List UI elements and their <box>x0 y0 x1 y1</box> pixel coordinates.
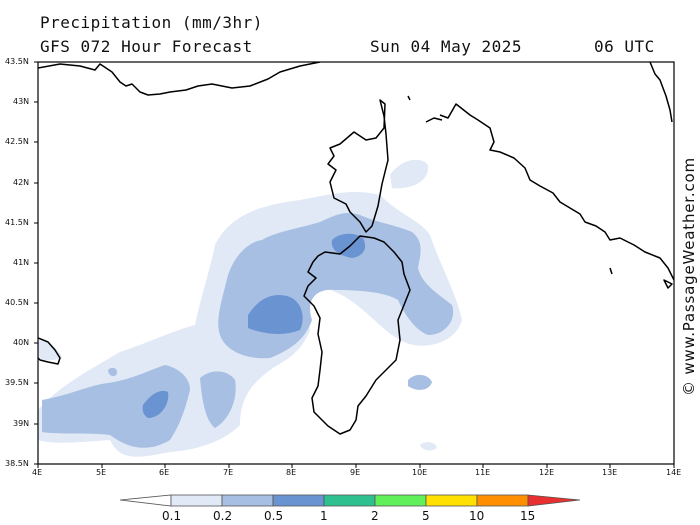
lon-label: 9E <box>350 468 361 477</box>
valid-date: Sun 04 May 2025 <box>370 37 522 56</box>
legend-label: 0.5 <box>264 509 284 523</box>
lat-label: 41N <box>13 258 30 267</box>
legend-swatch-2-5 <box>374 494 427 507</box>
lon-label: 6E <box>159 468 170 477</box>
legend-label: 5 <box>422 509 430 523</box>
legend-label: 0.2 <box>213 509 233 523</box>
lat-label: 40N <box>13 338 30 347</box>
legend-colorbar <box>119 494 581 507</box>
legend-swatch-above-15 <box>527 494 581 507</box>
site-credit: © www.PassageWeather.com <box>680 157 698 396</box>
legend-swatch-1-2 <box>323 494 376 507</box>
forecast-label: GFS 072 Hour Forecast <box>40 37 253 56</box>
lon-label: 8E <box>286 468 297 477</box>
lat-label: 39N <box>13 419 30 428</box>
lat-label: 43N <box>13 97 30 106</box>
valid-time: 06 UTC <box>594 37 655 56</box>
lon-label: 13E <box>602 468 618 477</box>
legend-swatch-5-10 <box>425 494 478 507</box>
legend-swatch-0.1-0.2 <box>170 494 223 507</box>
lat-label: 40.5N <box>5 298 29 307</box>
lat-label: 41.5N <box>5 218 29 227</box>
lat-label: 42.5N <box>5 137 29 146</box>
lon-label: 7E <box>223 468 234 477</box>
legend-label: 2 <box>371 509 379 523</box>
map-title: Precipitation (mm/3hr) <box>40 13 263 32</box>
lon-label: 12E <box>539 468 555 477</box>
lat-label: 38.5N <box>5 459 29 468</box>
axis-ticks <box>34 61 675 468</box>
legend-swatch-below-0.1 <box>119 494 172 507</box>
coastlines <box>38 62 674 435</box>
legend-label: 15 <box>520 509 536 523</box>
legend-swatch-0.2-0.5 <box>221 494 274 507</box>
legend-label: 0.1 <box>162 509 182 523</box>
legend-label: 1 <box>320 509 328 523</box>
lat-label: 42N <box>13 178 30 187</box>
lon-label: 5E <box>96 468 107 477</box>
lon-label: 14E <box>666 468 682 477</box>
lon-label: 4E <box>32 468 43 477</box>
lon-label: 10E <box>412 468 428 477</box>
lon-label: 11E <box>475 468 491 477</box>
lat-label: 43.5N <box>5 57 29 66</box>
legend-label: 10 <box>469 509 485 523</box>
lat-label: 39.5N <box>5 378 29 387</box>
legend-swatch-0.5-1 <box>272 494 325 507</box>
legend-swatch-10-15 <box>476 494 529 507</box>
